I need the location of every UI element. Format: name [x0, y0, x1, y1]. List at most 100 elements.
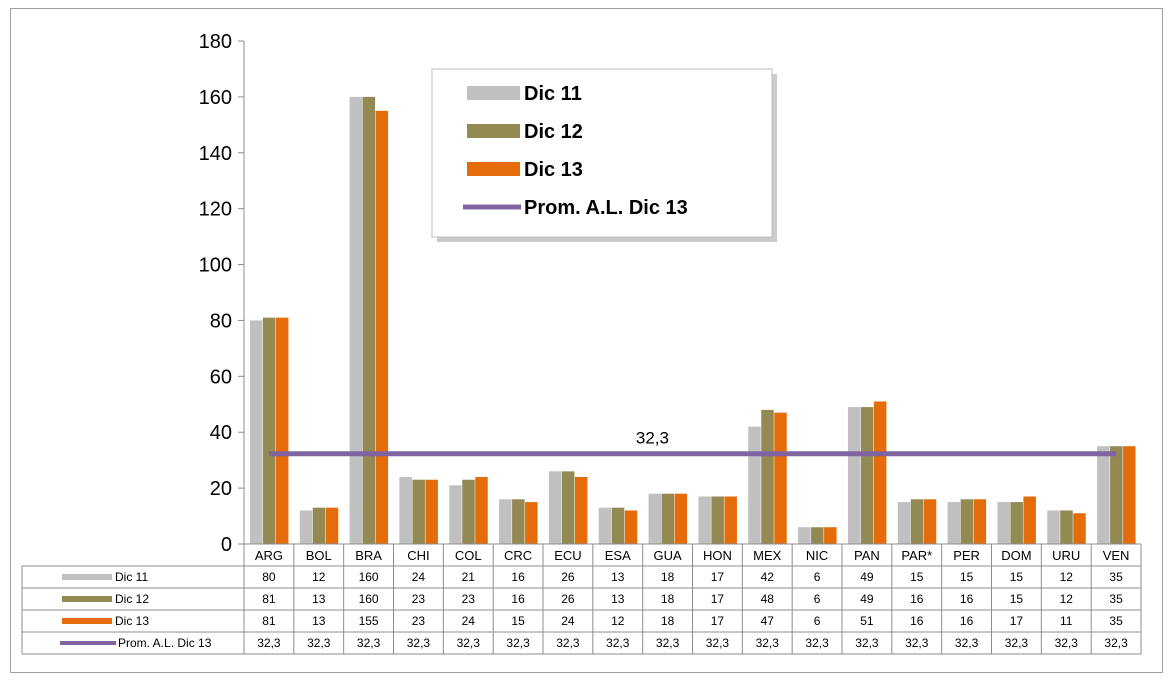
x-tick-label: BRA — [355, 548, 382, 563]
table-cell-value: 32,3 — [556, 636, 580, 650]
table-legend-key — [62, 574, 112, 580]
bar — [1097, 446, 1110, 544]
table-cell-value: 42 — [761, 570, 775, 584]
table-cell-value: 13 — [611, 592, 625, 606]
bar — [873, 401, 887, 544]
table-cell-value: 15 — [1010, 592, 1024, 606]
table-cell-value: 48 — [761, 592, 775, 606]
legend-key — [467, 124, 520, 138]
y-axis: 0 20 40 60 80 100 120 140 160 180 — [199, 31, 245, 556]
bar — [761, 409, 774, 544]
table-cell-value: 15 — [960, 570, 974, 584]
table-cell-value: 17 — [711, 570, 725, 584]
bar — [910, 499, 924, 544]
y-tick-label: 140 — [199, 143, 232, 165]
x-tick-label: BOL — [306, 548, 332, 563]
x-tick-label: ECU — [554, 548, 581, 563]
y-tick-label: 100 — [199, 255, 232, 277]
y-tick-label: 40 — [210, 422, 232, 444]
table-cell-value: 18 — [661, 592, 675, 606]
table-cell-value: 80 — [262, 570, 276, 584]
legend-key — [467, 162, 520, 176]
table-cell-value: 32,3 — [905, 636, 929, 650]
table-cell-value: 47 — [761, 614, 775, 628]
bar — [648, 493, 662, 544]
bar — [973, 499, 987, 544]
bar — [449, 485, 462, 544]
table-cell-value: 16 — [960, 614, 974, 628]
bar — [624, 510, 638, 544]
table-cell-value: 24 — [412, 570, 426, 584]
x-tick-label: GUA — [653, 548, 682, 563]
table-row-label: Dic 12 — [115, 592, 149, 606]
table-cell-value: 32,3 — [357, 636, 381, 650]
bar — [1047, 510, 1060, 544]
bar — [561, 471, 575, 544]
x-tick-label: DOM — [1001, 548, 1031, 563]
table-cell-value: 24 — [462, 614, 476, 628]
bar — [674, 493, 688, 544]
legend: Dic 11 Dic 12 Dic 13 Prom. A.L. Dic 13 — [431, 68, 777, 242]
bar — [548, 471, 562, 544]
bar — [947, 502, 961, 544]
bar — [724, 496, 737, 544]
bar — [1060, 510, 1073, 544]
legend-label: Dic 13 — [524, 159, 583, 181]
bars-layer — [249, 96, 1136, 544]
x-tick-label: ESA — [605, 548, 631, 563]
table-legend-key — [62, 618, 112, 624]
table-cell-value: 16 — [910, 614, 924, 628]
bar — [299, 510, 313, 544]
table-cell-value: 32,3 — [855, 636, 879, 650]
bar — [960, 499, 974, 544]
bar — [362, 96, 376, 544]
bar — [349, 96, 363, 544]
y-tick-label: 0 — [221, 534, 232, 556]
bar — [249, 320, 263, 544]
table-cell-value: 51 — [860, 614, 874, 628]
bar — [1110, 446, 1123, 544]
bar — [824, 527, 837, 544]
x-tick-label: PAR* — [901, 548, 932, 563]
x-tick-label: HON — [703, 548, 732, 563]
bar — [1010, 502, 1023, 544]
table-cell-value: 32,3 — [756, 636, 780, 650]
table-cell-value: 32,3 — [955, 636, 979, 650]
average-line-layer: 32,3 — [268, 429, 1117, 457]
table-legend-key — [62, 596, 112, 602]
average-line-label: 32,3 — [636, 429, 669, 448]
y-tick-label: 160 — [199, 87, 232, 109]
table-cell-value: 15 — [511, 614, 525, 628]
table-cell-value: 35 — [1109, 592, 1123, 606]
table-cell-value: 13 — [611, 570, 625, 584]
bar — [525, 502, 538, 544]
table-cell-value: 16 — [511, 570, 525, 584]
y-tick-label: 180 — [199, 31, 232, 53]
x-tick-label: COL — [455, 548, 482, 563]
table-cell-value: 6 — [814, 614, 821, 628]
table-cell-value: 21 — [462, 570, 476, 584]
legend-label: Prom. A.L. Dic 13 — [524, 197, 688, 219]
x-tick-label: PAN — [854, 548, 880, 563]
y-tick-label: 20 — [210, 478, 232, 500]
table-cell-value: 32,3 — [1005, 636, 1029, 650]
y-tick-label: 60 — [210, 366, 232, 388]
table-cell-value: 49 — [860, 592, 874, 606]
x-tick-label: ARG — [255, 548, 283, 563]
bar — [499, 499, 512, 544]
bar — [275, 317, 289, 544]
bar — [475, 476, 488, 544]
bar — [262, 317, 276, 544]
data-table: ARG BOL BRA CHI COL CRC ECU ESA GUA HON MEX NIC PAN P… — [21, 543, 1142, 655]
bar — [325, 507, 339, 544]
y-tick-label: 80 — [210, 310, 232, 332]
bar — [399, 476, 412, 544]
table-cell-value: 32,3 — [706, 636, 730, 650]
x-tick-label: MEX — [753, 548, 782, 563]
table-row-label: Dic 11 — [115, 570, 148, 584]
bar — [425, 479, 438, 544]
table-cell-value: 12 — [611, 614, 625, 628]
bar — [798, 527, 811, 544]
bar — [774, 412, 787, 544]
